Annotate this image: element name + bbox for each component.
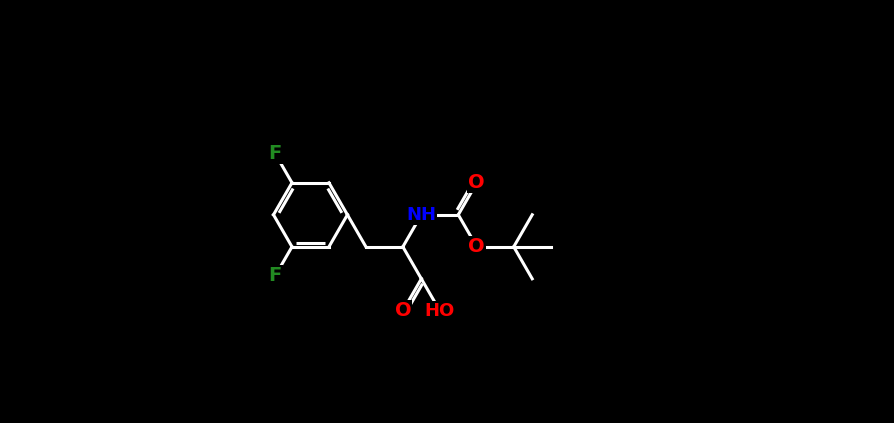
Text: F: F bbox=[268, 144, 282, 163]
Text: O: O bbox=[468, 237, 485, 256]
Text: NH: NH bbox=[406, 206, 436, 224]
Text: F: F bbox=[268, 266, 282, 285]
Text: O: O bbox=[468, 173, 485, 192]
Text: HO: HO bbox=[425, 302, 454, 320]
Text: O: O bbox=[394, 301, 410, 320]
